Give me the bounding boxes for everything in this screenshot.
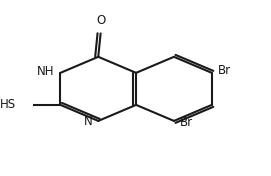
Text: HS: HS [0, 98, 15, 111]
Text: NH: NH [37, 65, 54, 78]
Text: O: O [96, 14, 105, 27]
Text: Br: Br [180, 116, 193, 129]
Text: Br: Br [218, 64, 231, 77]
Text: N: N [83, 115, 92, 128]
